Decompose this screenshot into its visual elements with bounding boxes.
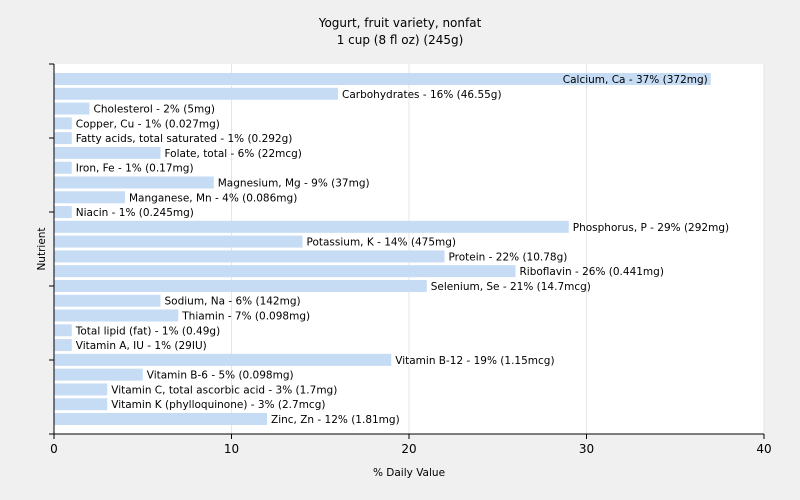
bar xyxy=(54,176,214,189)
bar-label: Niacin - 1% (0.245mg) xyxy=(76,207,194,219)
bar xyxy=(54,206,72,219)
chart-subtitle: 1 cup (8 fl oz) (245g) xyxy=(337,33,464,47)
bar xyxy=(54,73,711,85)
bar-label: Vitamin C, total ascorbic acid - 3% (1.7… xyxy=(111,384,337,396)
gridlines xyxy=(231,64,765,434)
bar xyxy=(54,191,125,204)
bar xyxy=(54,279,427,292)
bar-label: Magnesium, Mg - 9% (37mg) xyxy=(218,177,370,189)
bar-label: Riboflavin - 26% (0.441mg) xyxy=(520,266,664,278)
bar-label: Vitamin B-12 - 19% (1.15mcg) xyxy=(395,355,554,367)
bar-label: Vitamin K (phylloquinone) - 3% (2.7mcg) xyxy=(111,399,325,411)
bar-label: Selenium, Se - 21% (14.7mcg) xyxy=(431,281,591,293)
bars: Calcium, Ca - 37% (372mg) Carbohydrates -… xyxy=(54,73,729,426)
bar xyxy=(54,368,143,381)
bar xyxy=(54,353,392,366)
bar xyxy=(54,413,267,425)
bar-label: Folate, total - 6% (22mcg) xyxy=(165,148,302,160)
x-tick-label: 0 xyxy=(50,442,58,456)
bar-label: Vitamin A, IU - 1% (29IU) xyxy=(76,340,207,352)
bar xyxy=(54,161,72,174)
bar xyxy=(54,383,108,396)
bar-label: Vitamin B-6 - 5% (0.098mg) xyxy=(147,370,294,382)
x-tick-label: 10 xyxy=(224,442,239,456)
bar xyxy=(54,294,161,307)
bar-label: Fatty acids, total saturated - 1% (0.292… xyxy=(76,133,293,145)
bar xyxy=(54,117,72,130)
bar-label: Sodium, Na - 6% (142mg) xyxy=(165,296,301,308)
bar-label: Iron, Fe - 1% (0.17mg) xyxy=(76,163,194,175)
bar-label: Total lipid (fat) - 1% (0.49g) xyxy=(75,325,220,337)
bar xyxy=(54,250,445,263)
bar xyxy=(54,146,161,159)
bar-label: Protein - 22% (10.78g) xyxy=(449,251,568,263)
x-axis-label: % Daily Value xyxy=(373,467,445,479)
bar xyxy=(54,220,569,233)
bar-label: Copper, Cu - 1% (0.027mg) xyxy=(76,118,220,130)
bar xyxy=(54,339,72,352)
bar-label: Thiamin - 7% (0.098mg) xyxy=(181,311,310,323)
bar xyxy=(54,324,72,337)
x-axis-ticks: 0 10 20 30 40 xyxy=(50,434,772,456)
chart-title: Yogurt, fruit variety, nonfat xyxy=(318,16,482,30)
bar-label: Calcium, Ca - 37% (372mg) xyxy=(563,74,708,86)
bar xyxy=(54,309,179,322)
bar-label: Zinc, Zn - 12% (1.81mg) xyxy=(271,414,400,426)
bar xyxy=(54,132,72,145)
x-tick-label: 20 xyxy=(401,442,416,456)
bar-label: Cholesterol - 2% (5mg) xyxy=(94,104,216,116)
bar xyxy=(54,398,108,411)
bar-label: Phosphorus, P - 29% (292mg) xyxy=(573,222,729,234)
x-tick-label: 30 xyxy=(579,442,594,456)
bar xyxy=(54,87,338,100)
y-axis-label: Nutrient xyxy=(36,227,48,270)
bar-label: Carbohydrates - 16% (46.55g) xyxy=(342,89,502,101)
bar-label: Potassium, K - 14% (475mg) xyxy=(307,237,457,249)
bar xyxy=(54,265,516,278)
x-tick-label: 40 xyxy=(756,442,771,456)
bar xyxy=(54,235,303,248)
bar xyxy=(54,102,90,115)
bar-label: Manganese, Mn - 4% (0.086mg) xyxy=(129,192,297,204)
